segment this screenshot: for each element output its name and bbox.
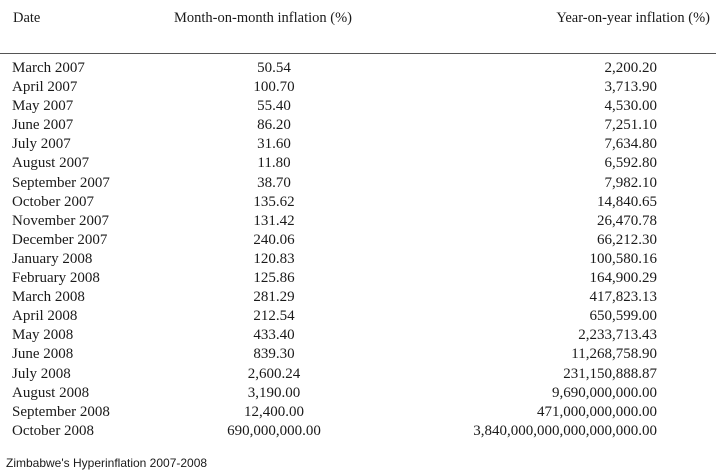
date-cell: January 2008: [12, 250, 93, 267]
header-date: Date: [13, 10, 41, 26]
table-row: January 2008 120.83 100,580.16: [0, 250, 716, 269]
year-on-year-cell: 7,634.80: [604, 136, 658, 153]
table-row: February 2008 125.86 164,900.29: [0, 269, 716, 288]
table-row: June 2007 86.20 7,251.10: [0, 116, 716, 135]
date-cell: June 2008: [12, 346, 74, 363]
table-row: March 2007 50.54 2,200.20: [0, 59, 716, 78]
date-cell: May 2008: [12, 327, 74, 344]
table-row: June 2008 839.30 11,268,758.90: [0, 345, 716, 364]
year-on-year-cell: 471,000,000,000.00: [537, 403, 657, 420]
year-on-year-cell: 11,268,758.90: [571, 346, 657, 363]
date-cell: July 2007: [12, 136, 71, 153]
month-on-month-cell: 281.29: [253, 289, 295, 306]
table-row: April 2007 100.70 3,713.90: [0, 78, 716, 97]
month-on-month-cell: 11.80: [257, 155, 291, 172]
date-cell: October 2007: [12, 193, 95, 210]
table-row: May 2008 433.40 2,233,713.43: [0, 326, 716, 345]
table-row: April 2008 212.54 650,599.00: [0, 307, 716, 326]
month-on-month-cell: 240.06: [253, 231, 295, 248]
table-row: October 2008 690,000,000.00 3,840,000,000,…: [0, 422, 716, 441]
date-cell: July 2008: [12, 365, 71, 382]
table-row: March 2008 281.29 417,823.13: [0, 288, 716, 307]
table-row: August 2007 11.80 6,592.80: [0, 154, 716, 173]
month-on-month-cell: 38.70: [257, 174, 291, 191]
date-cell: September 2007: [12, 174, 110, 191]
year-on-year-cell: 7,982.10: [604, 174, 658, 191]
date-cell: September 2008: [12, 403, 110, 420]
date-cell: August 2008: [12, 384, 90, 401]
figure-caption: Zimbabwe's Hyperinflation 2007-2008: [6, 456, 208, 470]
year-on-year-cell: 14,840.65: [597, 193, 657, 210]
year-on-year-cell: 231,150,888.87: [563, 365, 657, 382]
date-cell: April 2007: [12, 79, 78, 96]
table-row: September 2008 12,400.00 471,000,000,000.0…: [0, 403, 716, 422]
table-row: July 2008 2,600.24 231,150,888.87: [0, 365, 716, 384]
month-on-month-cell: 2,600.24: [247, 365, 301, 382]
month-on-month-cell: 131.42: [253, 212, 295, 229]
table-row: May 2007 55.40 4,530.00: [0, 97, 716, 116]
month-on-month-cell: 433.40: [253, 327, 295, 344]
year-on-year-cell: 9,690,000,000.00: [552, 384, 657, 401]
year-on-year-cell: 164,900.29: [589, 270, 658, 287]
date-cell: March 2008: [12, 289, 85, 306]
month-on-month-cell: 3,190.00: [247, 384, 301, 401]
table-row: October 2007 135.62 14,840.65: [0, 193, 716, 212]
month-on-month-cell: 125.86: [253, 270, 295, 287]
year-on-year-cell: 100,580.16: [589, 250, 658, 267]
year-on-year-cell: 3,713.90: [604, 79, 658, 96]
year-on-year-cell: 3,840,000,000,000,000,000.00: [473, 422, 657, 439]
date-cell: October 2008: [12, 422, 95, 439]
year-on-year-cell: 6,592.80: [604, 155, 658, 172]
date-cell: May 2007: [12, 98, 74, 115]
inflation-table: Date Month-on-month inflation (%) Year-o…: [0, 0, 716, 439]
date-cell: November 2007: [12, 212, 110, 229]
year-on-year-cell: 26,470.78: [597, 212, 657, 229]
month-on-month-cell: 690,000,000.00: [227, 422, 321, 439]
year-on-year-cell: 417,823.13: [589, 289, 658, 306]
month-on-month-cell: 50.54: [257, 60, 291, 76]
month-on-month-cell: 120.83: [253, 250, 295, 267]
date-cell: August 2007: [12, 155, 90, 172]
date-cell: December 2007: [12, 231, 108, 248]
table-row: September 2007 38.70 7,982.10: [0, 174, 716, 193]
table-row: August 2008 3,190.00 9,690,000,000.00: [0, 384, 716, 403]
date-cell: March 2007: [12, 60, 85, 76]
date-cell: April 2008: [12, 308, 78, 325]
month-on-month-cell: 839.30: [253, 346, 295, 363]
date-cell: June 2007: [12, 117, 74, 134]
table-header: Date Month-on-month inflation (%) Year-o…: [0, 0, 716, 54]
month-on-month-cell: 135.62: [253, 193, 295, 210]
year-on-year-cell: 2,200.20: [604, 60, 658, 76]
month-on-month-cell: 31.60: [257, 136, 291, 153]
header-month-on-month: Month-on-month inflation (%): [174, 10, 353, 26]
header-year-on-year: Year-on-year inflation (%): [556, 10, 710, 26]
date-cell: February 2008: [12, 270, 100, 287]
table-row: December 2007 240.06 66,212.30: [0, 231, 716, 250]
table-row: November 2007 131.42 26,470.78: [0, 212, 716, 231]
table-row: July 2007 31.60 7,634.80: [0, 135, 716, 154]
month-on-month-cell: 55.40: [257, 98, 291, 115]
month-on-month-cell: 100.70: [253, 79, 295, 96]
year-on-year-cell: 7,251.10: [604, 117, 658, 134]
table-body: March 2007 50.54 2,200.20 April 2007 100.70 3…: [0, 59, 716, 441]
year-on-year-cell: 2,233,713.43: [578, 327, 657, 344]
month-on-month-cell: 12,400.00: [244, 403, 304, 420]
year-on-year-cell: 4,530.00: [604, 98, 658, 115]
month-on-month-cell: 86.20: [257, 117, 291, 134]
year-on-year-cell: 66,212.30: [597, 231, 657, 248]
year-on-year-cell: 650,599.00: [589, 308, 658, 325]
month-on-month-cell: 212.54: [253, 308, 295, 325]
